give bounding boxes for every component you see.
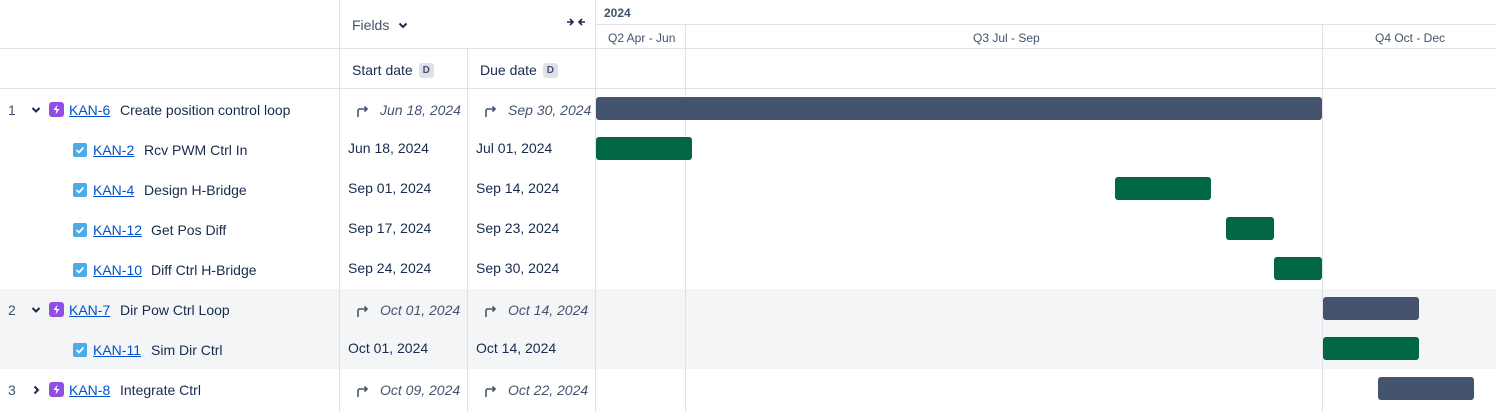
- timeline-bar-kan-12[interactable]: [1226, 217, 1274, 240]
- checkbox-icon: [73, 183, 87, 197]
- column-divider-start-overlay: [467, 289, 468, 369]
- date-type-badge: D: [418, 62, 434, 78]
- rolled-up-arrow-icon: [485, 305, 497, 317]
- timeline-bar-kan-6[interactable]: [596, 97, 1322, 120]
- issue-key-link[interactable]: KAN-6: [69, 102, 111, 118]
- due-date-cell[interactable]: Sep 30, 2024: [476, 260, 560, 276]
- issue-key-link[interactable]: KAN-4: [93, 182, 135, 198]
- issue-key-link[interactable]: KAN-12: [93, 222, 143, 238]
- lightning-icon: [49, 302, 64, 317]
- due-date-column-header[interactable]: Due date D: [480, 62, 558, 78]
- start-date-label: Start date: [352, 62, 413, 78]
- issue-summary[interactable]: Get Pos Diff: [151, 222, 227, 238]
- epic-group-highlight: [0, 289, 1496, 369]
- rolled-up-arrow-icon: [357, 105, 369, 117]
- issue-summary[interactable]: Design H-Bridge: [144, 182, 247, 198]
- timeline-bar-kan-7[interactable]: [1323, 297, 1419, 320]
- issue-key-link[interactable]: KAN-8: [69, 382, 111, 398]
- start-date-cell[interactable]: Jun 18, 2024: [348, 140, 429, 156]
- start-date-cell[interactable]: Sep 17, 2024: [348, 220, 432, 236]
- column-divider-issue-overlay: [339, 289, 340, 369]
- collapse-arrows-icon[interactable]: [565, 12, 587, 32]
- fields-dropdown-button[interactable]: Fields: [352, 13, 409, 37]
- timeline-bar-kan-8[interactable]: [1378, 377, 1474, 400]
- checkbox-icon: [73, 143, 87, 157]
- column-divider-due-overlay: [595, 289, 596, 369]
- quarter-divider-q4-overlay: [1322, 289, 1323, 369]
- chevron-right-icon[interactable]: [30, 384, 42, 396]
- checkbox-icon: [73, 343, 87, 357]
- timeline-bar-kan-2[interactable]: [596, 137, 692, 160]
- start-date-column-header[interactable]: Start date D: [352, 62, 434, 78]
- quarter-divider-q3-overlay: [685, 289, 686, 369]
- rolled-up-arrow-icon: [485, 105, 497, 117]
- chevron-down-icon[interactable]: [30, 304, 42, 316]
- date-type-badge: D: [542, 62, 558, 78]
- due-date-cell[interactable]: Oct 14, 2024: [508, 302, 589, 318]
- column-header-divider: [0, 88, 1496, 89]
- row-number: 1: [8, 102, 16, 118]
- start-date-cell[interactable]: Oct 01, 2024: [380, 302, 461, 318]
- quarter-q2: Q2 Apr - Jun: [608, 31, 676, 45]
- rolled-up-arrow-icon: [357, 305, 369, 317]
- quarter-divider-q3: [685, 24, 686, 412]
- row-number: 2: [8, 302, 16, 318]
- lightning-icon: [49, 102, 64, 117]
- issue-summary[interactable]: Sim Dir Ctrl: [151, 342, 223, 358]
- issue-summary[interactable]: Integrate Ctrl: [120, 382, 201, 398]
- column-divider-start: [467, 49, 468, 412]
- due-date-cell[interactable]: Sep 14, 2024: [476, 180, 560, 196]
- due-date-cell[interactable]: Sep 23, 2024: [476, 220, 560, 236]
- start-date-cell[interactable]: Oct 09, 2024: [380, 382, 461, 398]
- rolled-up-arrow-icon: [485, 385, 497, 397]
- row-number: 3: [8, 382, 16, 398]
- quarter-q3: Q3 Jul - Sep: [973, 31, 1040, 45]
- quarter-divider-q4: [1322, 24, 1323, 412]
- column-divider-issue: [339, 0, 340, 412]
- due-date-label: Due date: [480, 62, 537, 78]
- start-date-cell[interactable]: Oct 01, 2024: [348, 340, 429, 356]
- checkbox-icon: [73, 263, 87, 277]
- issue-summary[interactable]: Rcv PWM Ctrl In: [144, 142, 248, 158]
- due-date-cell[interactable]: Jul 01, 2024: [476, 140, 553, 156]
- fields-label: Fields: [352, 17, 390, 33]
- issue-key-link[interactable]: KAN-10: [93, 262, 143, 278]
- start-date-cell[interactable]: Sep 24, 2024: [348, 260, 432, 276]
- due-date-cell[interactable]: Oct 22, 2024: [508, 382, 589, 398]
- chevron-down-icon[interactable]: [30, 104, 42, 116]
- quarter-divider: [596, 24, 1496, 25]
- timeline-bar-kan-10[interactable]: [1274, 257, 1322, 280]
- checkbox-icon: [73, 223, 87, 237]
- start-date-cell[interactable]: Jun 18, 2024: [380, 102, 461, 118]
- start-date-cell[interactable]: Sep 01, 2024: [348, 180, 432, 196]
- column-divider-due: [595, 0, 596, 412]
- issue-key-link[interactable]: KAN-2: [93, 142, 135, 158]
- issue-key-link[interactable]: KAN-11: [93, 342, 141, 358]
- timeline-bar-kan-11[interactable]: [1323, 337, 1419, 360]
- quarter-q4: Q4 Oct - Dec: [1375, 31, 1446, 45]
- rolled-up-arrow-icon: [357, 385, 369, 397]
- issue-summary[interactable]: Create position control loop: [120, 102, 291, 118]
- issue-summary[interactable]: Dir Pow Ctrl Loop: [120, 302, 230, 318]
- issue-key-link[interactable]: KAN-7: [69, 302, 111, 318]
- issue-summary[interactable]: Diff Ctrl H-Bridge: [151, 262, 257, 278]
- timeline-bar-kan-4[interactable]: [1115, 177, 1211, 200]
- lightning-icon: [49, 382, 64, 397]
- due-date-cell[interactable]: Oct 14, 2024: [476, 340, 557, 356]
- header-divider: [0, 48, 1496, 49]
- chevron-down-icon: [399, 22, 408, 29]
- due-date-cell[interactable]: Sep 30, 2024: [508, 102, 592, 118]
- timeline-year: 2024: [604, 6, 631, 20]
